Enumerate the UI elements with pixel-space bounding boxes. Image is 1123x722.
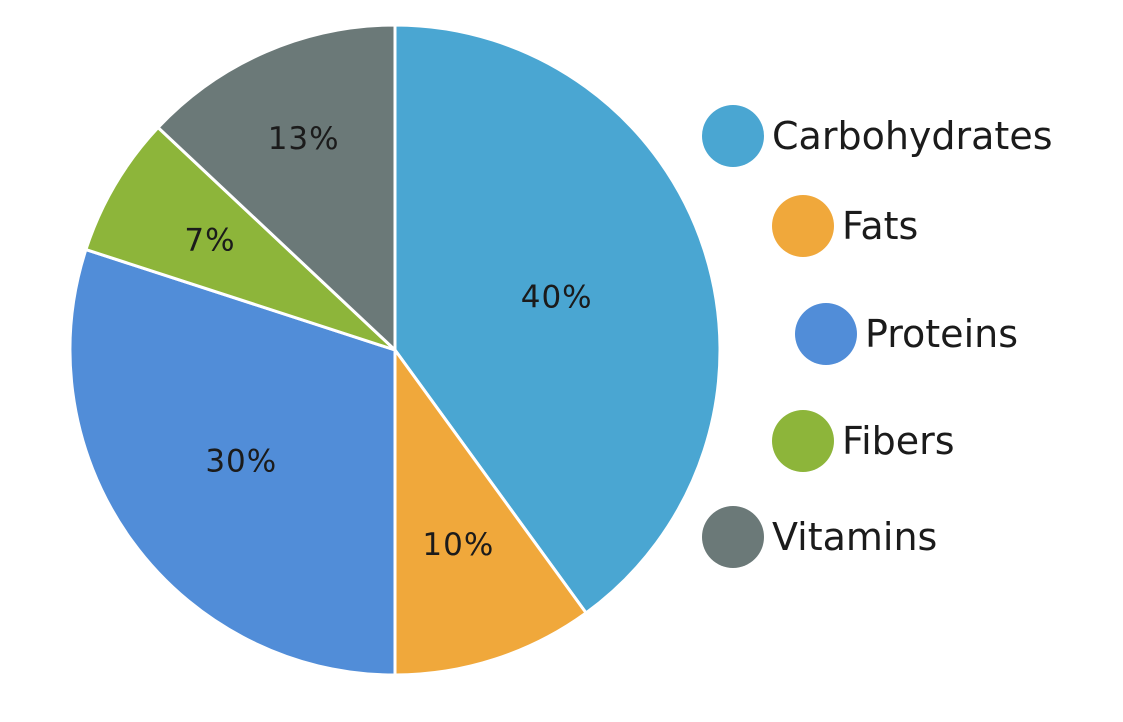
pie-slice-proteins (68, 248, 397, 677)
legend-label-vitamins: Vitamins (772, 515, 937, 559)
legend-item-proteins: Proteins (795, 303, 1018, 365)
slice-label-vitamins: 13% (268, 121, 340, 157)
slice-label-fibers: 7% (184, 223, 235, 259)
legend-label-carbohydrates: Carbohydrates (772, 114, 1053, 158)
slice-label-carbohydrates: 40% (521, 279, 593, 315)
pie-slice-fats (393, 348, 588, 677)
legend-swatch-fats (772, 195, 834, 257)
legend-item-fibers: Fibers (772, 410, 955, 472)
pie-slice-labels: 40% 10% 30% 7% 13% (184, 121, 593, 563)
legend-label-fibers: Fibers (842, 419, 955, 463)
pie-slice-fibers (84, 126, 397, 352)
legend-swatch-fibers (772, 410, 834, 472)
legend: Carbohydrates Fats Proteins Fibers Vitamins (702, 105, 1053, 568)
legend-item-vitamins: Vitamins (702, 506, 937, 568)
legend-item-carbohydrates: Carbohydrates (702, 105, 1053, 167)
legend-swatch-vitamins (702, 506, 764, 568)
legend-swatch-proteins (795, 303, 857, 365)
legend-label-fats: Fats (842, 204, 918, 248)
legend-swatch-carbohydrates (702, 105, 764, 167)
pie-slices (68, 23, 722, 677)
slice-label-fats: 10% (422, 527, 494, 563)
slice-label-proteins: 30% (205, 444, 277, 480)
legend-item-fats: Fats (772, 195, 918, 257)
pie-slice-vitamins (156, 23, 397, 352)
legend-label-proteins: Proteins (865, 312, 1018, 356)
pie-slice-carbohydrates (393, 23, 722, 615)
